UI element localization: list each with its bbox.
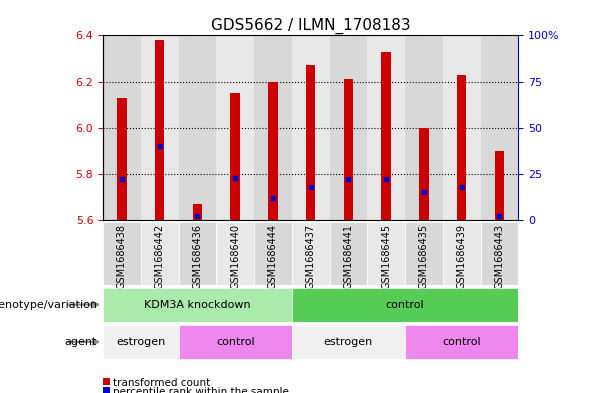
Bar bbox=[368, 35, 405, 220]
Text: GSM1686442: GSM1686442 bbox=[155, 224, 165, 289]
Bar bbox=[382, 51, 391, 220]
Bar bbox=[292, 35, 330, 220]
Bar bbox=[193, 204, 202, 220]
Text: GSM1686439: GSM1686439 bbox=[456, 224, 466, 289]
Text: KDM3A knockdown: KDM3A knockdown bbox=[144, 299, 251, 310]
Bar bbox=[103, 222, 141, 285]
Text: estrogen: estrogen bbox=[324, 337, 373, 347]
Bar bbox=[141, 35, 178, 220]
Bar bbox=[216, 222, 254, 285]
Text: agent: agent bbox=[65, 337, 97, 347]
Bar bbox=[306, 65, 316, 220]
Bar bbox=[103, 288, 292, 321]
Text: GSM1686437: GSM1686437 bbox=[306, 224, 316, 289]
Text: control: control bbox=[386, 299, 425, 310]
Text: estrogen: estrogen bbox=[116, 337, 166, 347]
Bar bbox=[230, 93, 240, 220]
Bar bbox=[481, 222, 518, 285]
Text: GSM1686440: GSM1686440 bbox=[230, 224, 240, 289]
Bar bbox=[330, 35, 368, 220]
Bar bbox=[443, 35, 481, 220]
Text: genotype/variation: genotype/variation bbox=[0, 299, 97, 310]
Text: percentile rank within the sample: percentile rank within the sample bbox=[113, 387, 289, 393]
Text: GSM1686445: GSM1686445 bbox=[381, 224, 391, 289]
Bar bbox=[481, 35, 518, 220]
Text: GSM1686444: GSM1686444 bbox=[268, 224, 278, 289]
Bar bbox=[330, 222, 368, 285]
Bar bbox=[117, 98, 127, 220]
Bar bbox=[405, 325, 518, 359]
Bar bbox=[292, 288, 518, 321]
Text: GSM1686438: GSM1686438 bbox=[117, 224, 127, 289]
Bar bbox=[178, 325, 292, 359]
Bar bbox=[216, 35, 254, 220]
Text: GSM1686443: GSM1686443 bbox=[494, 224, 504, 289]
Text: GSM1686436: GSM1686436 bbox=[193, 224, 203, 289]
Bar bbox=[254, 222, 292, 285]
Bar bbox=[405, 35, 443, 220]
Bar bbox=[178, 222, 216, 285]
Bar bbox=[419, 128, 429, 220]
Bar bbox=[457, 75, 466, 220]
Bar bbox=[495, 151, 504, 220]
Bar bbox=[103, 325, 178, 359]
Bar bbox=[103, 35, 141, 220]
Bar bbox=[155, 40, 164, 220]
Bar bbox=[368, 222, 405, 285]
Bar bbox=[141, 222, 178, 285]
Bar bbox=[292, 222, 330, 285]
Text: GSM1686435: GSM1686435 bbox=[419, 224, 429, 289]
Bar bbox=[292, 325, 405, 359]
Title: GDS5662 / ILMN_1708183: GDS5662 / ILMN_1708183 bbox=[211, 18, 411, 34]
Bar bbox=[178, 35, 216, 220]
Text: GSM1686441: GSM1686441 bbox=[343, 224, 353, 289]
Bar bbox=[443, 222, 481, 285]
Text: transformed count: transformed count bbox=[113, 378, 210, 388]
Text: control: control bbox=[442, 337, 481, 347]
Bar bbox=[405, 222, 443, 285]
Bar bbox=[254, 35, 292, 220]
Bar bbox=[268, 81, 277, 220]
Text: control: control bbox=[216, 337, 254, 347]
Bar bbox=[344, 79, 353, 220]
